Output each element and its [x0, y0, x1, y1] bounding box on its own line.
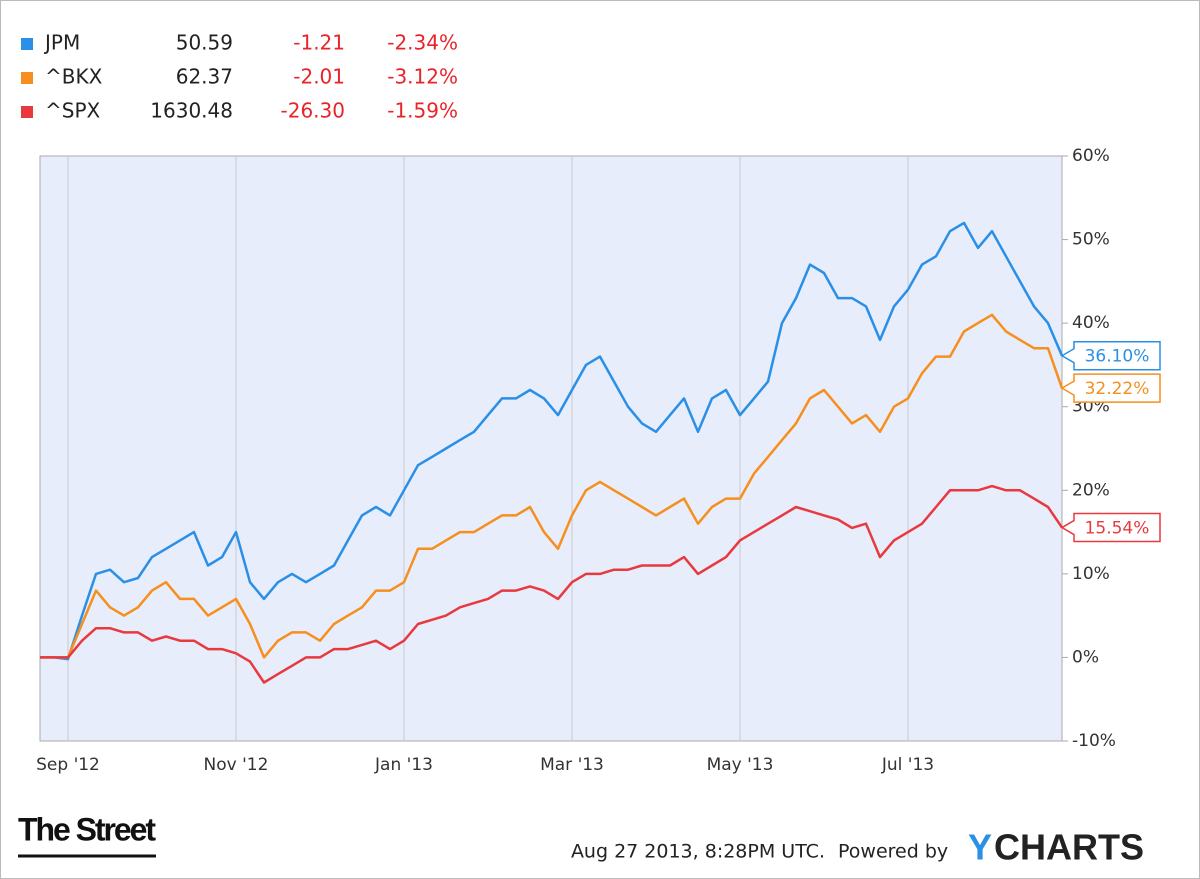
legend-change: -2.01: [293, 65, 345, 89]
x-tick-label: Nov '12: [204, 755, 269, 775]
legend-change: -1.21: [293, 31, 345, 55]
y-tick-label: -10%: [1072, 731, 1116, 751]
legend-price: 62.37: [176, 65, 233, 89]
end-label-box: [1060, 373, 1161, 403]
x-tick-label: May '13: [707, 755, 774, 775]
y-tick-label: 50%: [1072, 230, 1110, 250]
legend-swatch: [21, 72, 33, 84]
x-tick-label: Mar '13: [540, 755, 604, 775]
end-label-box: [1060, 512, 1161, 543]
legend-swatch: [21, 38, 33, 50]
powered-by: Powered by: [838, 841, 948, 863]
series-line: [40, 221, 1064, 661]
legend-name: JPM: [43, 31, 80, 55]
plot-area: [39, 155, 1063, 742]
end-label: 36.10%: [1085, 347, 1150, 367]
legend-percent: -2.34%: [387, 31, 458, 55]
y-tick-label: 20%: [1072, 480, 1110, 500]
x-tick-label: Jul '13: [881, 755, 934, 775]
end-label-box: [1060, 340, 1161, 371]
legend-change: -26.30: [281, 99, 345, 123]
x-tick-label: Jan '13: [374, 755, 433, 775]
brand: The Street: [18, 811, 156, 847]
legend-percent: -1.59%: [387, 99, 458, 123]
x-tick-label: Sep '12: [36, 755, 100, 775]
y-tick-label: 40%: [1072, 313, 1110, 333]
legend-price: 50.59: [176, 31, 233, 55]
logo-y: Y: [968, 827, 992, 868]
legend-price: 1630.48: [150, 99, 233, 123]
legend-percent: -3.12%: [387, 65, 458, 89]
y-tick-label: 60%: [1072, 146, 1110, 166]
legend-name: ^SPX: [45, 99, 101, 123]
series-line: [40, 484, 1064, 684]
timestamp: Aug 27 2013, 8:28PM UTC.: [571, 841, 825, 863]
y-tick-label: 0%: [1072, 647, 1099, 667]
logo-charts: CHARTS: [994, 827, 1144, 868]
end-label: 15.54%: [1085, 519, 1150, 539]
legend-name: ^BKX: [45, 65, 103, 89]
end-label: 32.22%: [1085, 379, 1150, 399]
series-line: [40, 313, 1064, 659]
legend-swatch: [21, 106, 33, 118]
y-tick-label: 10%: [1072, 564, 1110, 584]
